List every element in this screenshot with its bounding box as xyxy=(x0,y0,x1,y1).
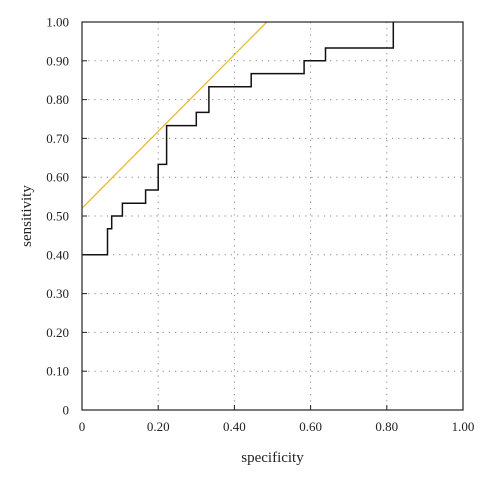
x-axis-title: specificity xyxy=(241,450,304,466)
y-tick-label: 0.40 xyxy=(46,247,69,262)
axis-ticks: 0 0.20 0.40 0.60 0.80 1.00 0 0.10 0.20 0.30 0.40 0.… xyxy=(46,15,474,435)
series-line-1 xyxy=(81,21,268,209)
x-tick-label: 0.80 xyxy=(375,419,398,434)
x-tick-label: 0.20 xyxy=(147,419,170,434)
y-tick-label: 0.80 xyxy=(46,92,69,107)
y-tick-label: 0.70 xyxy=(46,131,69,146)
x-tick-label: 0.40 xyxy=(223,419,246,434)
x-tick-label: 0 xyxy=(79,419,86,434)
y-tick-label: 0.50 xyxy=(46,209,69,224)
y-tick-label: 0.20 xyxy=(46,325,69,340)
series-layer xyxy=(81,21,395,256)
x-tick-label: 0.60 xyxy=(299,419,322,434)
y-tick-label: 0.30 xyxy=(46,286,69,301)
y-axis-title: sensitivity xyxy=(19,185,35,247)
y-tick-label: 0.90 xyxy=(46,53,69,68)
y-tick-label: 0.10 xyxy=(46,364,69,379)
y-tick-label: 0.60 xyxy=(46,170,69,185)
y-tick-label: 1.00 xyxy=(46,15,69,30)
series-line-0 xyxy=(82,22,395,256)
x-tick-label: 1.00 xyxy=(452,419,475,434)
y-tick-label: 0 xyxy=(63,403,70,418)
grid-lines xyxy=(82,22,463,410)
plot-frame xyxy=(81,21,464,411)
